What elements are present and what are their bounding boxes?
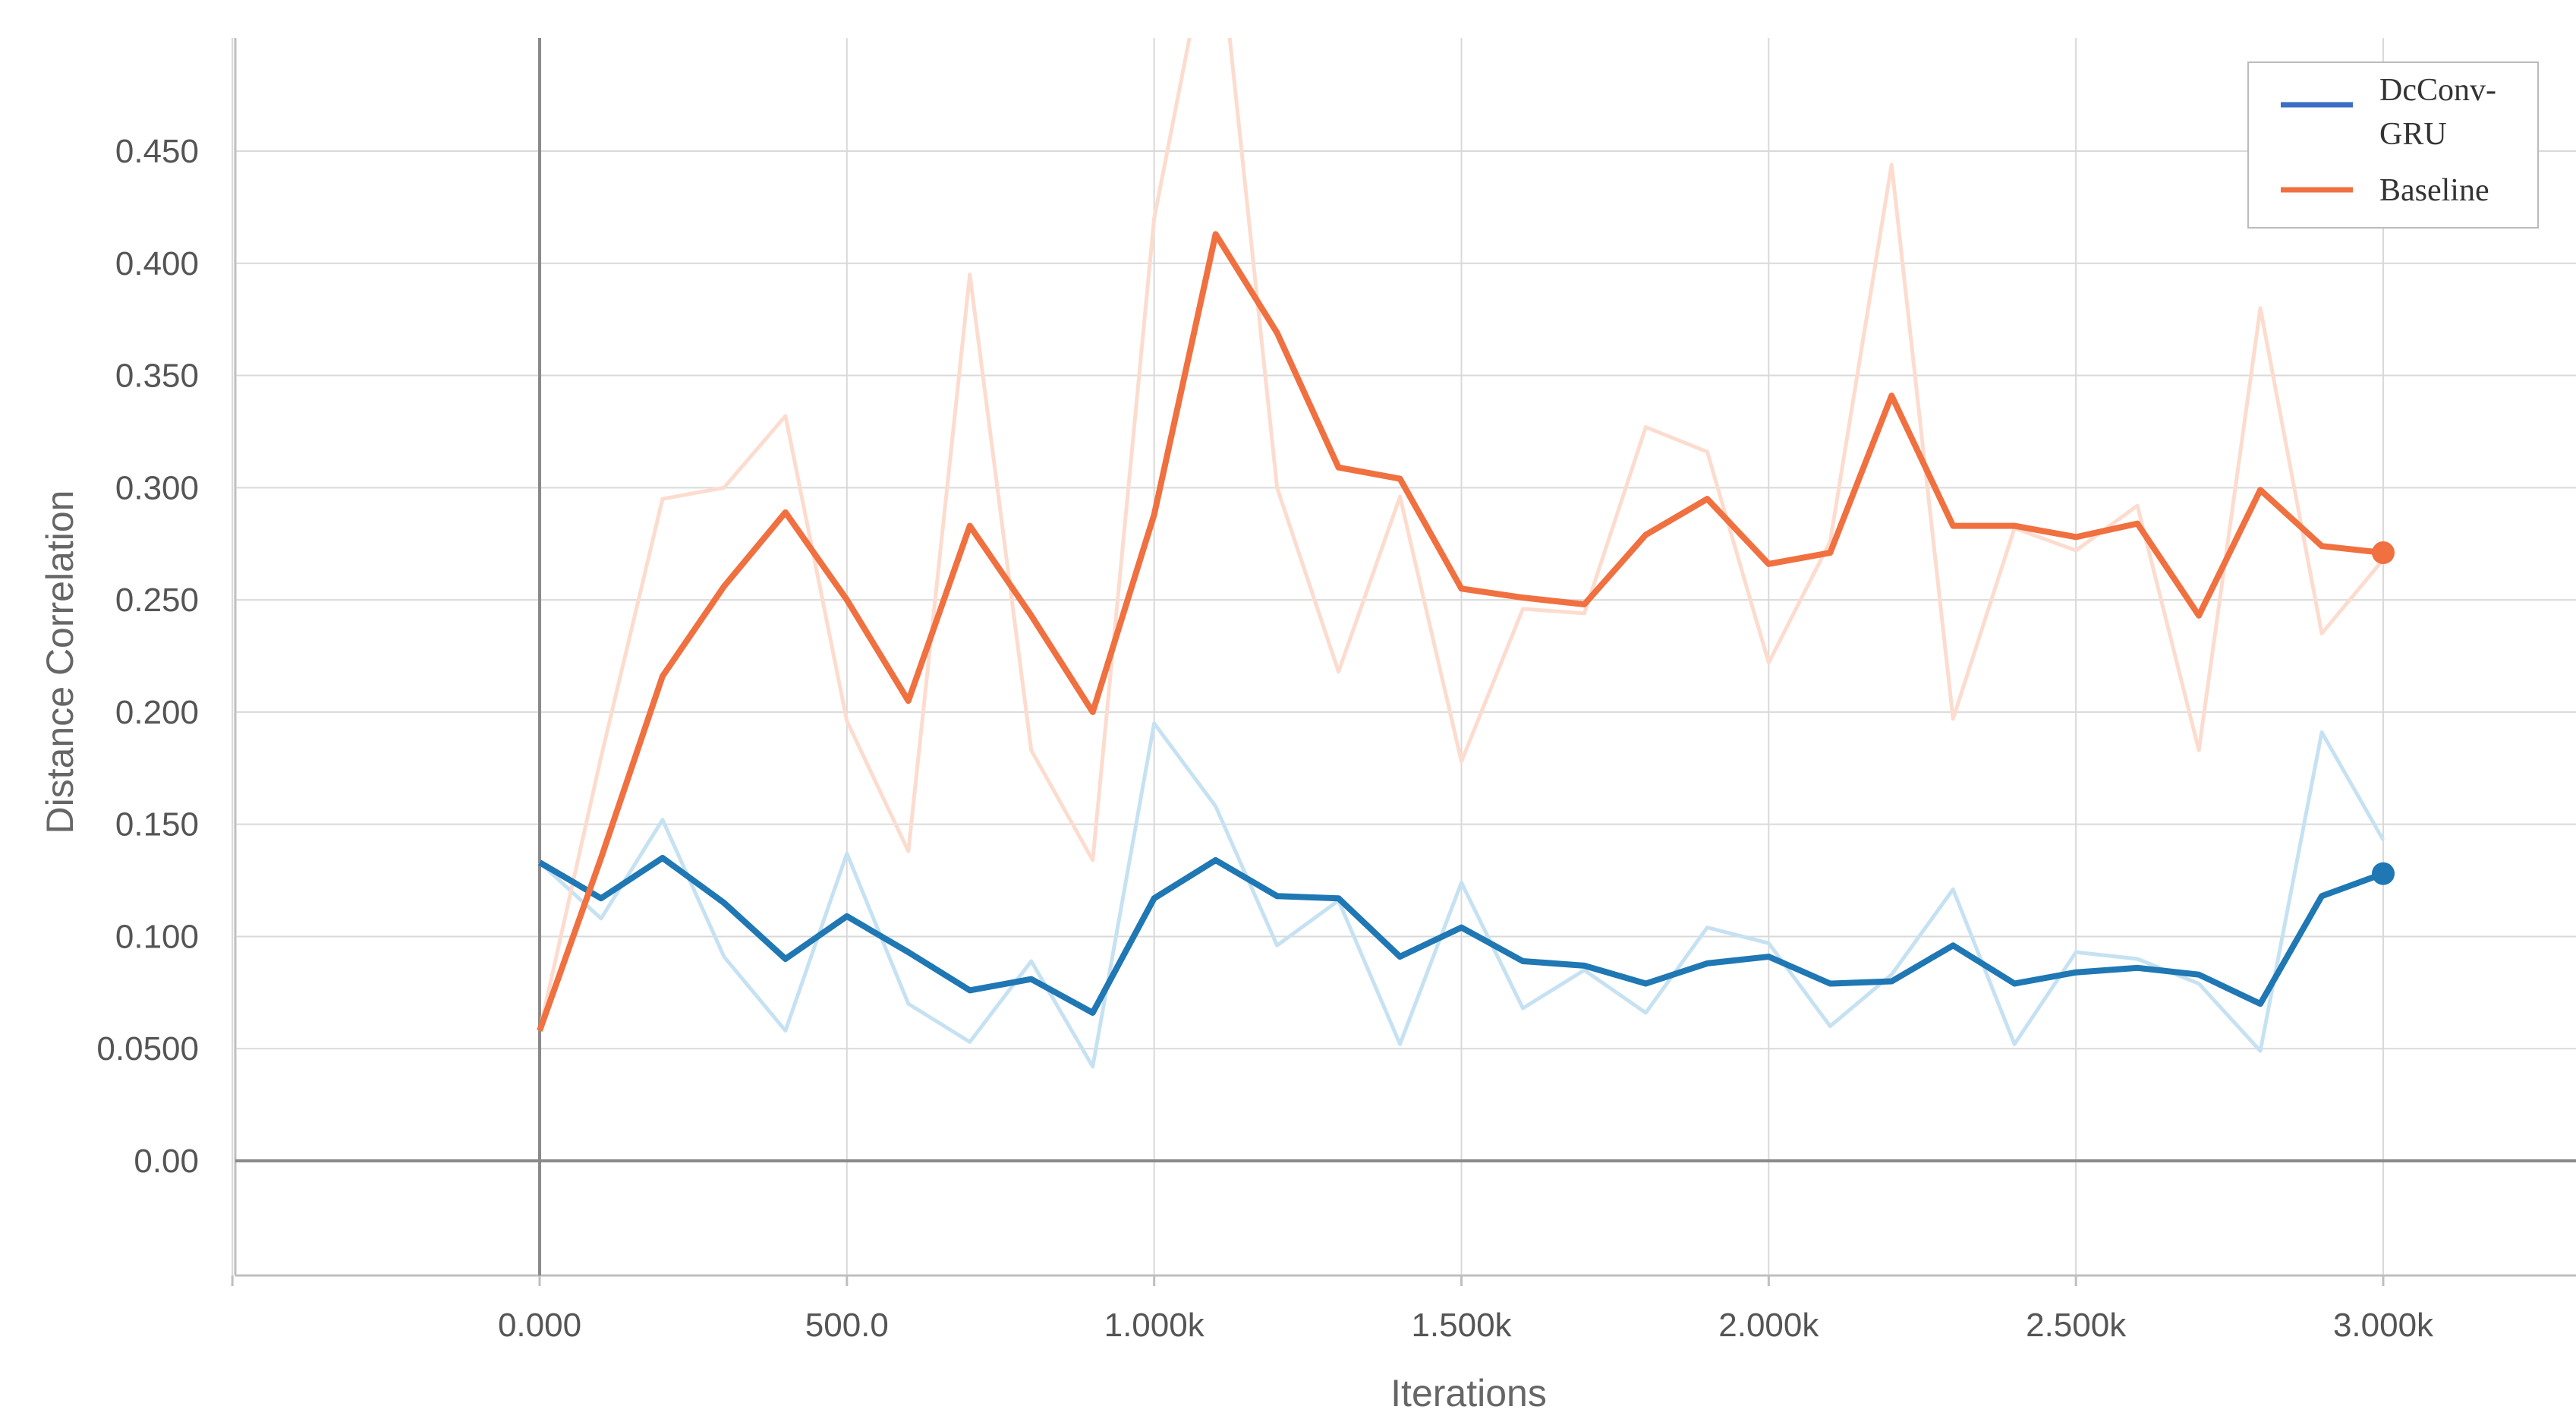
x-tick-label-1: 500.0 — [805, 1307, 889, 1344]
x-tick-label-5: 2.500k — [2026, 1307, 2127, 1344]
series-layer — [537, 38, 2395, 1069]
series-end-point-dcconv-gru[interactable] — [2372, 862, 2395, 885]
y-axis-title: Distance Correlation — [39, 490, 81, 834]
y-tick-label-8: 0.400 — [115, 245, 199, 282]
series-end-point-baseline[interactable] — [2372, 541, 2395, 565]
x-tick-label-6: 3.000k — [2333, 1307, 2434, 1344]
legend-label-baseline: Baseline — [2379, 173, 2489, 208]
series-line-baseline — [537, 231, 2384, 1032]
series-line-dcconv-gru — [537, 855, 2385, 1016]
legend-box — [2247, 61, 2539, 229]
y-tick-label-6: 0.300 — [115, 469, 199, 506]
legend: DcConv- GRU Baseline — [2247, 61, 2539, 229]
y-tick-label-4: 0.200 — [115, 694, 199, 731]
legend-label-dcconv-gru-line2: GRU — [2379, 117, 2447, 152]
y-tick-label-7: 0.350 — [115, 358, 199, 395]
x-tick-label-0: 0.000 — [498, 1307, 581, 1344]
x-tick-label-4: 2.000k — [1718, 1307, 1819, 1344]
x-tick-label-2: 1.000k — [1104, 1307, 1205, 1344]
y-tick-label-9: 0.450 — [115, 133, 199, 170]
axes — [231, 38, 2576, 1286]
series-raw-line-baseline — [537, 38, 2385, 1032]
y-tick-label-1: 0.0500 — [96, 1030, 199, 1067]
legend-label-dcconv-gru-line1: DcConv- — [2379, 73, 2496, 108]
grid — [231, 38, 2576, 1276]
x-axis-title: Iterations — [1390, 1372, 1547, 1414]
tick-labels: 0.00 0.0500 0.100 0.150 0.200 0.250 0.300 0.350… — [96, 133, 2434, 1344]
y-tick-label-5: 0.250 — [115, 582, 199, 619]
y-tick-label-2: 0.100 — [115, 918, 199, 955]
y-tick-label-0: 0.00 — [134, 1143, 199, 1180]
x-tick-label-3: 1.500k — [1411, 1307, 1512, 1344]
series-raw-line-dcconv-gru — [538, 721, 2385, 1069]
y-tick-label-3: 0.150 — [115, 806, 199, 844]
